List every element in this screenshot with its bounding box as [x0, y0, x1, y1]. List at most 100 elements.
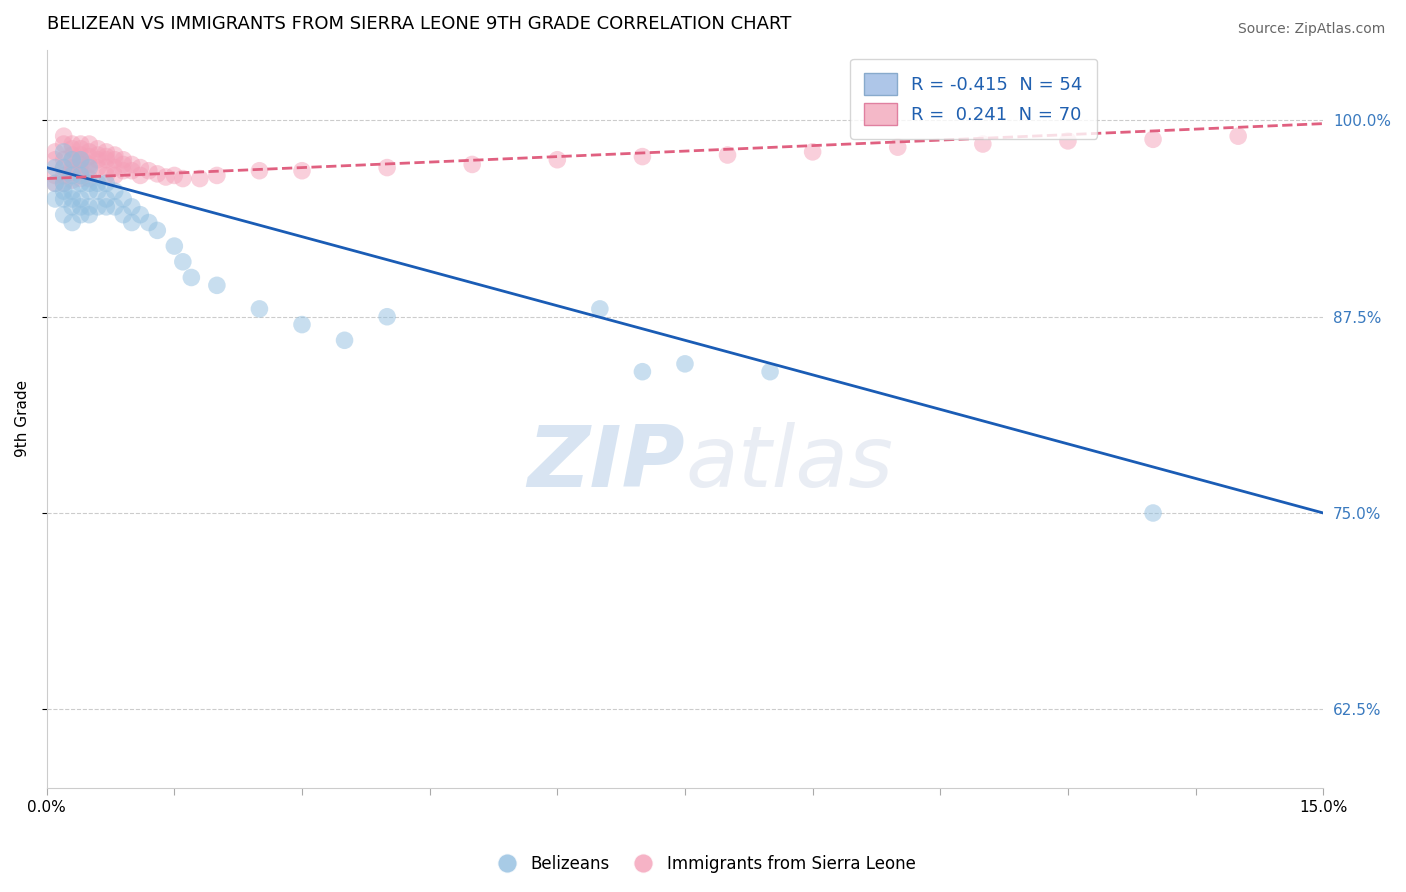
- Point: [146, 167, 169, 181]
- Point: [146, 223, 169, 237]
- Point: [87, 184, 110, 198]
- Text: ZIP: ZIP: [527, 422, 685, 505]
- Point: [60, 142, 83, 156]
- Point: [44, 176, 66, 190]
- Point: [52, 208, 75, 222]
- Point: [52, 176, 75, 190]
- Point: [60, 165, 83, 179]
- Point: [104, 161, 127, 175]
- Point: [52, 129, 75, 144]
- Point: [87, 153, 110, 167]
- Text: Source: ZipAtlas.com: Source: ZipAtlas.com: [1237, 22, 1385, 37]
- Legend: R = -0.415  N = 54, R =  0.241  N = 70: R = -0.415 N = 54, R = 0.241 N = 70: [851, 59, 1097, 139]
- Point: [52, 136, 75, 151]
- Point: [60, 148, 83, 162]
- Point: [77, 171, 100, 186]
- Point: [96, 169, 118, 183]
- Text: BELIZEAN VS IMMIGRANTS FROM SIERRA LEONE 9TH GRADE CORRELATION CHART: BELIZEAN VS IMMIGRANTS FROM SIERRA LEONE…: [46, 15, 792, 33]
- Point: [375, 310, 398, 324]
- Point: [673, 357, 696, 371]
- Point: [129, 161, 152, 175]
- Point: [631, 365, 654, 379]
- Point: [87, 148, 110, 162]
- Point: [1057, 134, 1080, 148]
- Point: [180, 270, 202, 285]
- Point: [1142, 132, 1164, 146]
- Point: [44, 192, 66, 206]
- Point: [631, 150, 654, 164]
- Point: [60, 153, 83, 167]
- Point: [104, 169, 127, 183]
- Point: [69, 157, 91, 171]
- Point: [60, 169, 83, 183]
- Point: [112, 153, 135, 167]
- Point: [104, 200, 127, 214]
- Point: [801, 145, 824, 159]
- Point: [129, 169, 152, 183]
- Point: [461, 157, 484, 171]
- Point: [77, 145, 100, 159]
- Point: [44, 169, 66, 183]
- Point: [69, 200, 91, 214]
- Point: [69, 163, 91, 178]
- Point: [44, 161, 66, 175]
- Point: [121, 200, 143, 214]
- Point: [69, 153, 91, 167]
- Point: [172, 171, 194, 186]
- Point: [96, 192, 118, 206]
- Point: [205, 278, 228, 293]
- Point: [887, 140, 910, 154]
- Point: [759, 365, 782, 379]
- Point: [96, 145, 118, 159]
- Point: [60, 184, 83, 198]
- Point: [1227, 129, 1250, 144]
- Point: [69, 169, 91, 183]
- Point: [172, 254, 194, 268]
- Point: [121, 157, 143, 171]
- Point: [77, 161, 100, 175]
- Point: [77, 157, 100, 171]
- Point: [44, 176, 66, 190]
- Point: [69, 136, 91, 151]
- Point: [52, 161, 75, 175]
- Point: [52, 145, 75, 159]
- Point: [69, 142, 91, 156]
- Text: atlas: atlas: [685, 422, 893, 505]
- Point: [333, 333, 356, 347]
- Point: [104, 148, 127, 162]
- Point: [163, 239, 186, 253]
- Point: [60, 173, 83, 187]
- Point: [972, 136, 994, 151]
- Point: [77, 163, 100, 178]
- Point: [87, 142, 110, 156]
- Point: [138, 163, 160, 178]
- Point: [60, 215, 83, 229]
- Point: [104, 153, 127, 167]
- Point: [375, 161, 398, 175]
- Point: [69, 171, 91, 186]
- Point: [96, 200, 118, 214]
- Point: [87, 200, 110, 214]
- Point: [546, 153, 568, 167]
- Point: [87, 161, 110, 175]
- Point: [60, 153, 83, 167]
- Point: [69, 148, 91, 162]
- Point: [104, 184, 127, 198]
- Point: [112, 192, 135, 206]
- Point: [96, 161, 118, 175]
- Point: [589, 301, 612, 316]
- Point: [163, 169, 186, 183]
- Point: [60, 161, 83, 175]
- Point: [77, 136, 100, 151]
- Point: [249, 301, 271, 316]
- Point: [52, 153, 75, 167]
- Point: [112, 163, 135, 178]
- Point: [205, 169, 228, 183]
- Point: [121, 163, 143, 178]
- Point: [155, 169, 177, 184]
- Point: [249, 163, 271, 178]
- Point: [716, 148, 738, 162]
- Point: [60, 192, 83, 206]
- Point: [52, 161, 75, 175]
- Point: [138, 215, 160, 229]
